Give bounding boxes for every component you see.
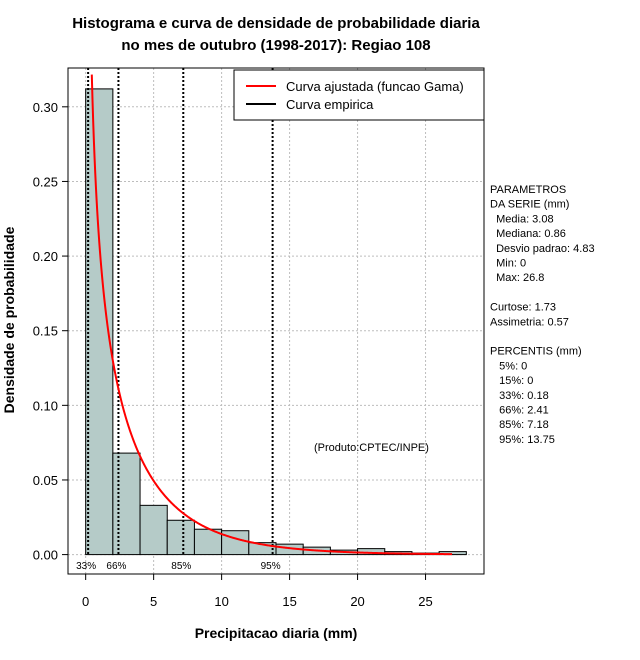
parameter-line: 85%: 7.18 xyxy=(490,419,549,431)
legend-label-empirical: Curva empirica xyxy=(286,97,374,112)
fitted-curve-group xyxy=(90,74,453,556)
parameter-line: 95%: 13.75 xyxy=(490,434,555,446)
parameter-line: PARAMETROS xyxy=(490,184,566,196)
x-tick-label: 20 xyxy=(350,594,364,609)
parameter-line: 15%: 0 xyxy=(490,375,533,387)
credit-annotation: (Produto:CPTEC/INPE) xyxy=(314,442,429,454)
parameter-line: Min: 0 xyxy=(490,258,526,270)
legend-label-fitted: Curva ajustada (funcao Gama) xyxy=(286,79,464,94)
legend: Curva ajustada (funcao Gama) Curva empir… xyxy=(233,69,485,121)
axes: 0 5 10 15 20 25 0.00 0.05 0.10 0.15 0.20 0.25 0.30 xyxy=(33,100,433,609)
series-parameters-panel: PARAMETROS DA SERIE (mm) Media: 3.08 Medi… xyxy=(490,184,595,446)
parameter-line: Media: 3.08 xyxy=(490,213,554,225)
y-tick-label: 0.05 xyxy=(33,473,58,488)
legend-box xyxy=(233,69,485,121)
parameter-line: Mediana: 0.86 xyxy=(490,228,566,240)
x-tick-label: 10 xyxy=(214,594,228,609)
parameter-line: Assimetria: 0.57 xyxy=(490,316,569,328)
percentile-label: 85% xyxy=(171,561,191,572)
chart-title-line-2: no mes de outubro (1998-2017): Regiao 10… xyxy=(121,37,430,54)
percentile-label: 33% xyxy=(76,561,96,572)
y-tick-label: 0.25 xyxy=(33,174,58,189)
y-axis-title: Densidade de probabilidade xyxy=(1,226,17,413)
chart-title-line-1: Histograma e curva de densidade de proba… xyxy=(72,15,480,32)
parameter-line: Max: 26.8 xyxy=(490,272,544,284)
histogram-bar xyxy=(221,530,250,556)
percentile-label: 95% xyxy=(261,561,281,572)
histogram-bar xyxy=(85,88,114,556)
x-axis-title: Precipitacao diaria (mm) xyxy=(195,625,358,641)
histogram-bar xyxy=(166,519,195,556)
x-tick-label: 5 xyxy=(150,594,157,609)
parameter-line: Desvio padrao: 4.83 xyxy=(490,243,595,255)
percentile-label: 66% xyxy=(106,561,126,572)
histogram-bar xyxy=(139,504,168,556)
y-tick-label: 0.15 xyxy=(33,324,58,339)
x-tick-label: 15 xyxy=(282,594,296,609)
parameter-line: 33%: 0.18 xyxy=(490,390,549,402)
x-tick-label: 0 xyxy=(82,594,89,609)
parameter-line: DA SERIE (mm) xyxy=(490,199,569,211)
fitted-gamma-curve xyxy=(90,74,453,556)
y-tick-label: 0.20 xyxy=(33,249,58,264)
histogram-bar xyxy=(112,452,141,556)
y-tick-label: 0.00 xyxy=(33,548,58,563)
parameter-line: 5%: 0 xyxy=(490,360,527,372)
y-tick-label: 0.30 xyxy=(33,100,58,115)
percentile-lines: 33% 66% 85% 95% xyxy=(76,68,281,572)
parameter-line: Curtose: 1.73 xyxy=(490,302,556,314)
x-tick-label: 25 xyxy=(418,594,432,609)
parameter-line: 66%: 2.41 xyxy=(490,405,549,417)
plot-frame xyxy=(67,67,485,575)
y-tick-label: 0.10 xyxy=(33,398,58,413)
parameter-line: PERCENTIS (mm) xyxy=(490,346,582,358)
